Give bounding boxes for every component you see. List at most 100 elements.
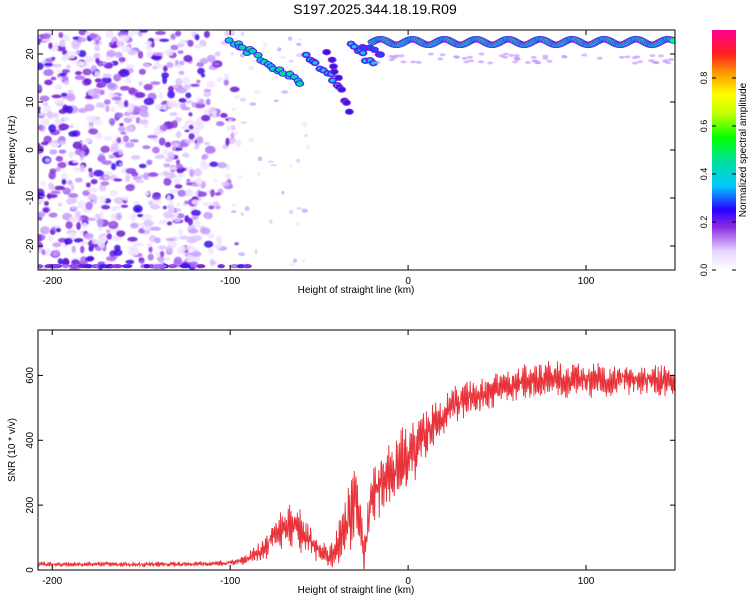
bottom-y-tick-label: 600 (25, 367, 36, 384)
heatmap-blob (74, 70, 82, 76)
heatmap-blob (116, 230, 126, 237)
heatmap-blob (207, 233, 215, 239)
heatmap-blob (44, 157, 51, 163)
heatmap-blob (38, 196, 45, 204)
heatmap-blob (51, 63, 62, 68)
heatmap-blob (138, 163, 147, 169)
heatmap-blob (240, 31, 245, 37)
heatmap-blob (128, 87, 136, 95)
heatmap-blob (130, 222, 139, 229)
heatmap-blob (118, 162, 123, 167)
heatmap-blob (254, 248, 258, 255)
heatmap-streak (287, 72, 293, 76)
heatmap-blob (100, 145, 110, 153)
heatmap-blob (65, 64, 71, 70)
heatmap-blob (166, 194, 171, 202)
heatmap-blob (146, 159, 153, 166)
heatmap-blob (108, 92, 115, 97)
heatmap-blob (478, 60, 485, 64)
heatmap-blob (168, 85, 174, 93)
heatmap-blob (213, 243, 222, 250)
snr-chart: -200 -100 0 100 0 200 400 600 Height of straig… (7, 329, 676, 596)
heatmap-blob (110, 264, 123, 269)
heatmap-blob (231, 203, 237, 207)
heatmap-blob (150, 226, 162, 231)
heatmap-blob (129, 139, 139, 143)
heatmap-blob (58, 123, 70, 131)
heatmap-blob (209, 161, 218, 167)
heatmap-blob (60, 172, 68, 181)
heatmap-blob (287, 36, 293, 42)
heatmap-blob (62, 187, 71, 195)
heatmap-blob (130, 30, 140, 35)
heatmap-blob (114, 197, 125, 205)
heatmap-blob (48, 235, 53, 242)
heatmap-blob (83, 78, 92, 86)
heatmap-blob (127, 236, 138, 242)
heatmap-blob (213, 178, 219, 183)
heatmap-blob (184, 138, 195, 144)
heatmap-blob (159, 124, 168, 131)
heatmap-blob (263, 42, 268, 48)
heatmap-blob (158, 91, 163, 100)
heatmap-blob (300, 259, 307, 262)
heatmap-blob (91, 92, 100, 99)
heatmap-blob (231, 124, 236, 131)
heatmap-blob (200, 73, 206, 78)
heatmap-blob (288, 209, 294, 215)
heatmap-blob (170, 33, 176, 40)
heatmap-blob (98, 227, 103, 232)
heatmap-blob (147, 253, 154, 261)
heatmap-blob (296, 207, 302, 210)
heatmap-blob (171, 146, 177, 152)
heatmap-blob (200, 158, 207, 167)
heatmap-blob (119, 122, 124, 127)
colorbar-axis: 0.0 0.2 0.4 0.6 0.8 (699, 72, 736, 276)
heatmap-blob (144, 191, 151, 197)
heatmap-blob (653, 61, 660, 65)
heatmap-blob (46, 111, 54, 119)
heatmap-blob (105, 104, 110, 113)
heatmap-blob (38, 125, 44, 130)
heatmap-blob (632, 61, 639, 65)
heatmap-blob (85, 115, 97, 123)
heatmap-blob (152, 146, 160, 154)
bottom-y-tick-label: 200 (25, 496, 36, 513)
heatmap-blob (546, 59, 553, 63)
heatmap-blob (39, 226, 50, 235)
heatmap-blob (98, 240, 106, 249)
heatmap-blob (52, 242, 62, 248)
heatmap-blob (203, 109, 210, 115)
heatmap-blob (127, 48, 138, 56)
heatmap-blob (175, 159, 181, 166)
heatmap-blob (147, 134, 158, 139)
heatmap-blob (94, 70, 101, 79)
heatmap-blob (249, 102, 257, 106)
heatmap-blob (83, 151, 89, 156)
heatmap-blob (69, 206, 79, 210)
heatmap-blob (116, 137, 122, 144)
heatmap-blob (83, 55, 94, 64)
heatmap-blob (154, 52, 164, 57)
heatmap-blob (66, 93, 76, 102)
heatmap-streak (255, 53, 261, 57)
heatmap-blob (224, 173, 232, 180)
heatmap-blob (257, 171, 261, 176)
heatmap-blob (116, 212, 122, 221)
heatmap-blob (161, 149, 169, 155)
heatmap-blob (185, 92, 192, 99)
heatmap-blob (217, 264, 225, 269)
heatmap-blob (178, 60, 185, 66)
heatmap-blob (159, 38, 170, 43)
heatmap-blob (82, 68, 92, 76)
heatmap-blob (190, 209, 201, 217)
bottom-y-axis: 0 200 400 600 (25, 367, 675, 573)
heatmap-blob (542, 56, 549, 60)
heatmap-blob (79, 241, 90, 246)
heatmap-blob (662, 59, 669, 63)
heatmap-blob (99, 184, 107, 192)
heatmap-blob (194, 145, 199, 150)
heatmap-blob (68, 150, 74, 159)
heatmap-blob (58, 76, 63, 81)
